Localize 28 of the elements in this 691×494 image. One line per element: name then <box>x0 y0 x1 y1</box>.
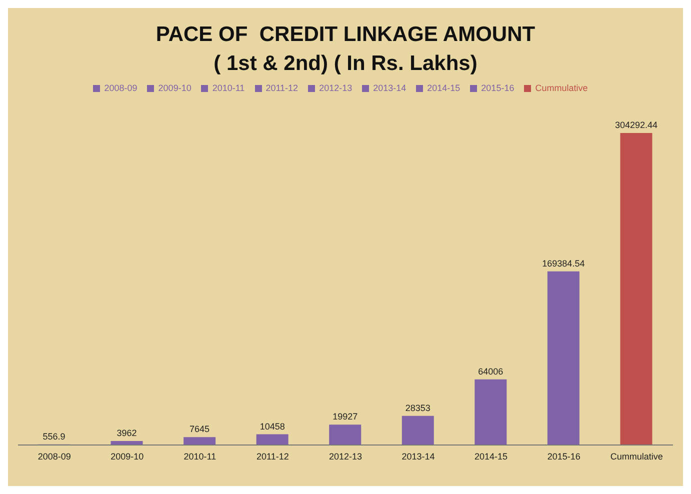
x-tick-label: 2014-15 <box>474 451 508 462</box>
legend-label: 2009-10 <box>158 83 192 93</box>
data-label: 304292.44 <box>614 120 658 130</box>
x-tick-label: 2010-11 <box>184 451 216 462</box>
data-label: 10458 <box>260 421 285 432</box>
legend-label: 2015-16 <box>481 83 514 93</box>
legend-label: 2014-15 <box>427 83 460 93</box>
legend-label: Cummulative <box>535 83 588 93</box>
x-tick-label: 2012-13 <box>328 451 362 462</box>
x-tick-label: 2011-12 <box>256 451 289 462</box>
data-label: 3962 <box>116 428 137 438</box>
legend-label: 2010-11 <box>212 83 245 93</box>
data-label: 28353 <box>405 402 430 413</box>
data-label: 19927 <box>332 412 358 422</box>
data-label: 169384.54 <box>542 258 585 268</box>
legend-label: 2008-09 <box>104 83 138 93</box>
data-label: 64006 <box>478 366 504 376</box>
chart-title: PACE OF CREDIT LINKAGE AMOUNT ( 1st & 2nd) ( In Rs. Lakhs) <box>154 22 536 77</box>
legend-label: 2012-13 <box>319 83 352 93</box>
data-label: 556.9 <box>42 431 66 442</box>
x-tick-label: 2009-10 <box>110 451 144 462</box>
x-tick-label: Cummulative <box>610 451 663 462</box>
legend-label: 2011-12 <box>266 83 298 93</box>
x-tick-label: 2015-16 <box>547 451 580 462</box>
data-label: 7645 <box>190 424 210 434</box>
x-tick-label: 2013-14 <box>402 451 435 462</box>
legend-label: 2013-14 <box>373 83 406 93</box>
x-tick-label: 2008-09 <box>38 451 71 462</box>
